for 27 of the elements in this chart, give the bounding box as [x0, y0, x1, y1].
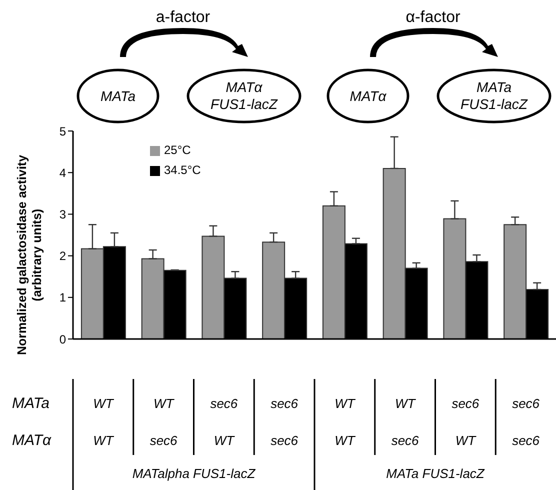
category-label: sec6 WT: [452, 396, 480, 448]
text: MATa: [12, 395, 50, 412]
text: MATa FUS1-lacZ: [460, 79, 528, 112]
category-label: WT WT: [334, 396, 355, 448]
text: a-factor: [156, 9, 211, 26]
y-tick-label: 3: [59, 207, 66, 222]
y-axis-title: Normalized galactosidase activity (arbitrary units): [15, 154, 44, 356]
y-tick-label: 4: [59, 166, 66, 180]
y-tick-label: 5: [59, 124, 66, 138]
category-label: WT WT: [93, 396, 114, 448]
y-tick-label: 1: [59, 290, 66, 305]
text: MATα FUS1-lacZ: [210, 79, 278, 112]
text: MATa FUS1-lacZ: [386, 466, 486, 481]
category-label: WT sec6: [391, 396, 419, 448]
text: MATalpha FUS1-lacZ: [132, 466, 256, 481]
category-label: sec6 sec6: [270, 396, 298, 448]
legend-label: 25°C: [164, 143, 191, 157]
text: MATα: [350, 88, 388, 104]
category-label: sec6 WT: [210, 396, 238, 448]
legend-label: 34.5°C: [164, 163, 201, 177]
category-label: WT sec6: [150, 396, 178, 448]
y-tick-label: 2: [59, 249, 66, 264]
text: MATa: [100, 88, 136, 104]
text: α-factor: [406, 9, 461, 26]
text: MATα: [12, 432, 52, 449]
category-label: sec6 sec6: [512, 396, 540, 448]
y-tick-label: 0: [59, 332, 66, 346]
